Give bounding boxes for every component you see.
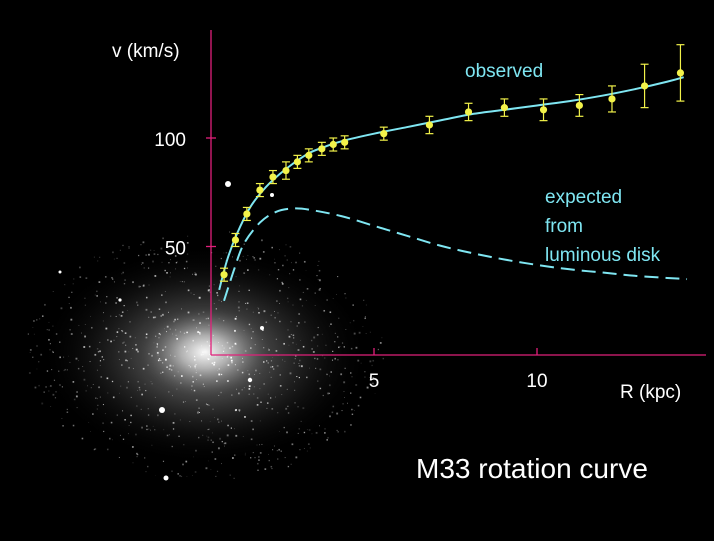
- observed-point-1: [231, 236, 240, 244]
- observed-point-12: [425, 121, 434, 129]
- expected-label-line-3: luminous disk: [545, 245, 661, 266]
- observed-point-5: [282, 166, 290, 175]
- y-tick-label-50: 50: [165, 239, 186, 260]
- observed-point-18: [640, 82, 649, 90]
- observed-point-15: [539, 106, 548, 114]
- galaxy-image: [27, 181, 385, 481]
- observed-point-9: [329, 140, 337, 149]
- expected-label-line-2: from: [545, 216, 583, 237]
- observed-point-3: [256, 186, 264, 194]
- axes: [210, 30, 706, 356]
- observed-point-10: [341, 138, 349, 146]
- x-tick-label-5: 5: [369, 371, 380, 392]
- observed-point-19: [676, 69, 685, 77]
- observed-point-2: [243, 210, 251, 218]
- expected-label-line-1: expected: [545, 187, 622, 208]
- expected-disk-line: [223, 207, 688, 302]
- y-axis-label: v (km/s): [112, 41, 180, 62]
- x-axis-label: R (kpc): [620, 382, 681, 403]
- observed-point-0: [220, 271, 228, 279]
- observed-point-6: [293, 158, 301, 166]
- observed-point-11: [380, 130, 388, 138]
- observed-label: observed: [465, 61, 543, 82]
- chart-title: M33 rotation curve: [416, 453, 648, 484]
- observed-point-13: [464, 108, 473, 116]
- observed-point-4: [269, 173, 277, 181]
- observed-point-14: [500, 104, 508, 112]
- y-tick-label-100: 100: [154, 130, 186, 151]
- observed-point-8: [318, 145, 326, 153]
- x-tick-label-10: 10: [526, 371, 547, 392]
- observed-fit-line: [218, 76, 684, 291]
- observed-point-16: [575, 101, 583, 110]
- observed-point-17: [608, 95, 616, 103]
- observed-point-7: [305, 151, 313, 159]
